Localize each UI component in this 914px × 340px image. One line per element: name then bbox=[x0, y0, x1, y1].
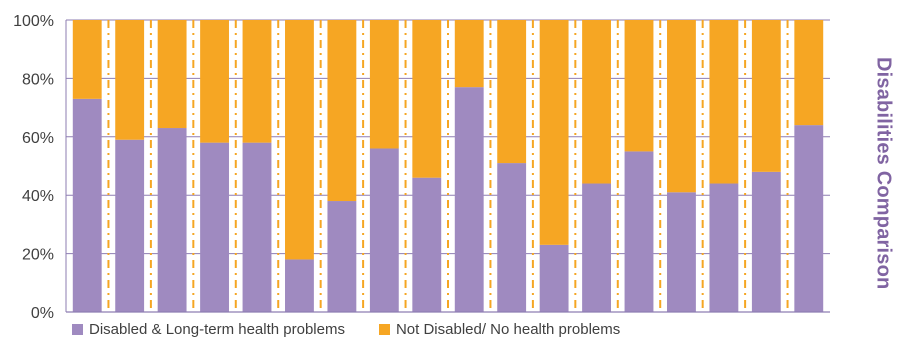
legend-label-disabled: Disabled & Long-term health problems bbox=[89, 320, 345, 338]
bar-disabled-segment bbox=[412, 177, 442, 312]
bar-not-disabled-segment bbox=[624, 20, 654, 152]
bar-disabled-segment bbox=[242, 142, 272, 312]
legend-item-disabled: Disabled & Long-term health problems bbox=[72, 321, 345, 338]
bar-not-disabled-segment bbox=[285, 20, 314, 260]
bar-not-disabled-segment bbox=[709, 20, 739, 184]
bar-not-disabled-segment bbox=[115, 20, 145, 140]
y-tick-label: 40% bbox=[22, 188, 54, 205]
y-tick-label: 60% bbox=[22, 130, 54, 147]
bar-disabled-segment bbox=[369, 148, 399, 312]
legend-label-not-disabled: Not Disabled/ No health problems bbox=[395, 320, 621, 338]
bar-disabled-segment bbox=[454, 87, 484, 312]
bar-disabled-segment bbox=[751, 171, 781, 312]
bar-not-disabled-segment bbox=[582, 20, 611, 184]
bar-not-disabled-segment bbox=[667, 20, 696, 193]
bar-disabled-segment bbox=[709, 183, 739, 312]
legend-swatch-not-disabled bbox=[378, 323, 390, 335]
bar-disabled-segment bbox=[285, 259, 314, 312]
bar-disabled-segment bbox=[72, 98, 102, 312]
y-tick-label: 20% bbox=[22, 247, 54, 264]
legend-swatch-disabled bbox=[72, 323, 83, 335]
bar-disabled-segment bbox=[200, 142, 229, 312]
bar-not-disabled-segment bbox=[157, 20, 187, 129]
bar-disabled-segment bbox=[115, 139, 145, 312]
y-tick-label: 0% bbox=[31, 305, 54, 322]
bar-not-disabled-segment bbox=[369, 20, 399, 149]
bar-disabled-segment bbox=[539, 244, 569, 312]
bar-not-disabled-segment bbox=[497, 20, 527, 164]
chart-legend: Disabled & Long-term health problems Not… bbox=[72, 319, 620, 339]
bar-not-disabled-segment bbox=[794, 20, 824, 126]
bar-disabled-segment bbox=[794, 125, 824, 313]
bar-disabled-segment bbox=[157, 128, 187, 312]
bar-not-disabled-segment bbox=[539, 20, 569, 245]
bar-not-disabled-segment bbox=[412, 20, 442, 178]
bar-not-disabled-segment bbox=[751, 20, 781, 172]
y-tick-label: 80% bbox=[22, 71, 54, 88]
bar-disabled-segment bbox=[497, 163, 527, 312]
bar-disabled-segment bbox=[667, 192, 696, 312]
bar-not-disabled-segment bbox=[72, 20, 102, 99]
bar-disabled-segment bbox=[624, 151, 654, 312]
bar-disabled-segment bbox=[582, 183, 611, 312]
y-tick-label: 100% bbox=[13, 13, 54, 30]
bar-not-disabled-segment bbox=[200, 20, 229, 143]
bar-not-disabled-segment bbox=[327, 20, 357, 202]
bar-disabled-segment bbox=[327, 201, 357, 312]
chart-title: Disabilities Comparison bbox=[872, 56, 895, 290]
bar-not-disabled-segment bbox=[454, 20, 484, 88]
bar-not-disabled-segment bbox=[242, 20, 272, 143]
legend-item-not-disabled: Not Disabled/ No health problems bbox=[378, 320, 621, 338]
